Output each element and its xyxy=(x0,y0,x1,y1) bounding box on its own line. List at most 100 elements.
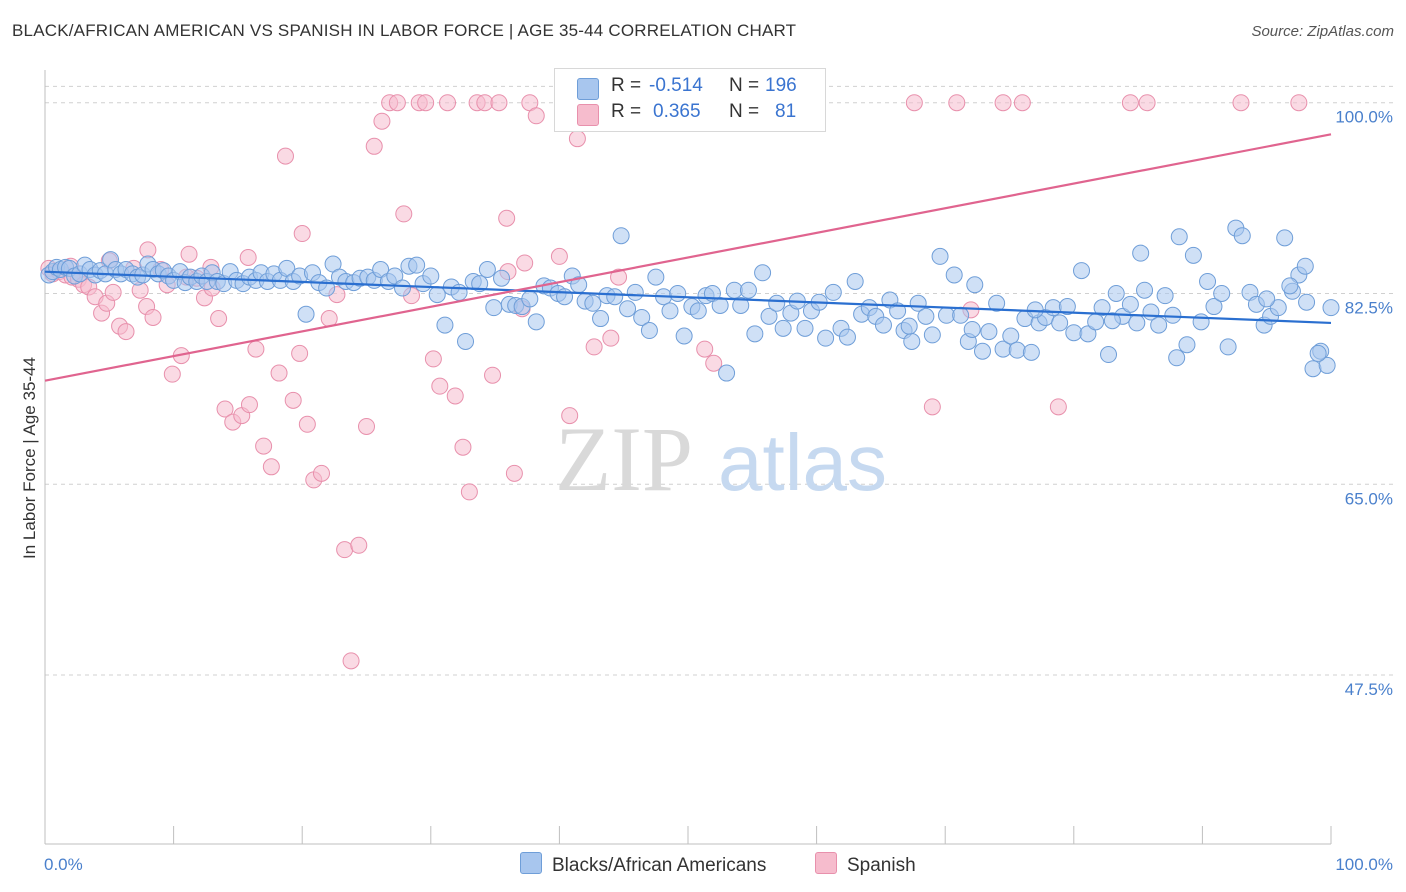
spanish-point xyxy=(373,112,391,130)
blacks-point xyxy=(669,284,687,302)
blacks-point xyxy=(1150,316,1168,334)
blacks-point xyxy=(1164,306,1182,324)
spanish-point xyxy=(417,94,435,112)
blacks-point xyxy=(1296,257,1314,275)
blacks-point xyxy=(754,264,772,282)
blacks-point xyxy=(633,308,651,326)
blacks-point xyxy=(1107,284,1125,302)
spanish-point xyxy=(994,94,1012,112)
blacks-point xyxy=(796,319,814,337)
blacks-point xyxy=(1065,324,1083,342)
blacks-point xyxy=(521,290,539,308)
spanish-point xyxy=(568,130,586,148)
blacks-point xyxy=(1298,293,1316,311)
blacks-point xyxy=(945,266,963,284)
blacks-point xyxy=(966,276,984,294)
blacks-point xyxy=(1087,313,1105,331)
blacks-point xyxy=(1002,327,1020,345)
blacks-point xyxy=(725,281,743,299)
blacks-point xyxy=(937,306,955,324)
blacks-point xyxy=(1022,343,1040,361)
blacks-point xyxy=(963,320,981,338)
spanish-point xyxy=(336,541,354,559)
spanish-point xyxy=(210,310,228,328)
bottom-legend-blacks: Blacks/African Americans xyxy=(520,852,766,877)
blacks-point xyxy=(297,305,315,323)
blacks-point xyxy=(1199,272,1217,290)
legend-n-label: N = xyxy=(729,101,760,122)
spanish-point xyxy=(527,107,545,125)
bottom-legend-swatch-pink xyxy=(815,852,837,874)
spanish-point xyxy=(923,398,941,416)
spanish-point xyxy=(505,464,523,482)
blacks-point xyxy=(980,323,998,341)
blacks-point xyxy=(746,325,764,343)
spanish-point xyxy=(139,241,157,259)
spanish-point xyxy=(498,209,516,227)
spanish-point xyxy=(291,344,309,362)
blacks-point xyxy=(718,364,736,382)
blacks-point xyxy=(1121,295,1139,313)
spanish-point xyxy=(1121,94,1139,112)
spanish-points xyxy=(40,94,1308,670)
spanish-point xyxy=(1013,94,1031,112)
blacks-point xyxy=(450,283,468,301)
blacks-point xyxy=(1103,312,1121,330)
blacks-point xyxy=(1051,314,1069,332)
bottom-legend-swatch-blue xyxy=(520,852,542,874)
blacks-point xyxy=(394,279,412,297)
spanish-point xyxy=(696,340,714,358)
blacks-point xyxy=(739,281,757,299)
grid-lines xyxy=(45,85,1395,676)
blacks-point xyxy=(1093,299,1111,317)
spanish-point xyxy=(550,247,568,265)
blacks-point xyxy=(1044,299,1062,317)
spanish-point xyxy=(516,254,534,272)
blacks-point xyxy=(647,268,665,286)
spanish-point xyxy=(388,94,406,112)
spanish-point xyxy=(163,365,181,383)
blacks-point xyxy=(485,299,503,317)
spanish-point xyxy=(350,536,368,554)
legend-n-value: 81 xyxy=(775,101,797,122)
blacks-point xyxy=(436,316,454,334)
spanish-point xyxy=(284,391,302,409)
blacks-point xyxy=(606,288,624,306)
spanish-point xyxy=(439,94,457,112)
blacks-point xyxy=(1269,299,1287,317)
y-tick-label: 100.0% xyxy=(1335,108,1393,127)
blacks-point xyxy=(760,307,778,325)
spanish-point xyxy=(490,94,508,112)
spanish-point xyxy=(454,438,472,456)
blacks-point xyxy=(1136,281,1154,299)
axes xyxy=(44,70,1332,845)
blacks-point xyxy=(874,316,892,334)
blacks-point xyxy=(889,302,907,320)
blacks-point xyxy=(592,310,610,328)
blacks-point xyxy=(931,247,949,265)
blacks-points xyxy=(40,219,1340,382)
legend-swatch-blue xyxy=(577,78,599,100)
blacks-point xyxy=(846,272,864,290)
spanish-point xyxy=(905,94,923,112)
blacks-point xyxy=(408,256,426,274)
y-tick-label: 47.5% xyxy=(1345,680,1393,699)
blacks-point xyxy=(1233,227,1251,245)
spanish-point xyxy=(610,268,628,286)
watermark-atlas: atlas xyxy=(718,418,887,507)
spanish-point xyxy=(270,364,288,382)
blacks-point xyxy=(1219,338,1237,356)
spanish-point xyxy=(484,366,502,384)
blacks-point xyxy=(1178,336,1196,354)
spanish-point xyxy=(255,437,273,455)
spanish-point xyxy=(1290,94,1308,112)
blacks-point xyxy=(1309,344,1327,362)
spanish-point xyxy=(240,396,258,414)
blacks-point xyxy=(903,332,921,350)
blacks-point xyxy=(1156,287,1174,305)
blacks-point xyxy=(471,275,489,293)
blacks-point xyxy=(988,294,1006,312)
blacks-point xyxy=(661,302,679,320)
blacks-point xyxy=(1213,284,1231,302)
spanish-point xyxy=(144,308,162,326)
